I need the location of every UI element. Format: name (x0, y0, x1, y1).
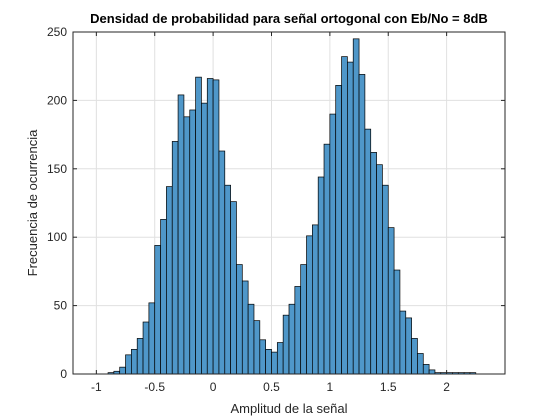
histogram-bar (183, 116, 191, 375)
histogram-bar (358, 74, 366, 375)
histogram-bar (347, 61, 354, 375)
histogram-bar (236, 264, 243, 375)
histogram-bar (131, 349, 138, 375)
histogram-bar (364, 128, 372, 375)
histogram-bar (218, 150, 226, 375)
y-tick-label: 0 (60, 367, 67, 381)
histogram-bar (335, 85, 342, 375)
histogram-bar (370, 152, 377, 375)
histogram-bar (329, 113, 337, 375)
histogram-bar (241, 280, 249, 375)
histogram-bar (195, 76, 202, 375)
histogram-bar (171, 141, 179, 375)
histogram-bar (154, 245, 161, 375)
histogram-bar (288, 303, 296, 375)
y-tick-label: 100 (47, 230, 67, 244)
histogram-bar (306, 235, 313, 375)
histogram-bar (247, 303, 255, 375)
histogram-bar (119, 366, 126, 375)
x-tick-label: 0 (210, 380, 217, 394)
histogram-bar (399, 310, 407, 375)
histogram-bar (160, 219, 167, 375)
histogram-bar (271, 351, 278, 375)
histogram-bar (422, 364, 430, 375)
histogram-bar (177, 94, 185, 375)
histogram-bar (206, 78, 214, 375)
histogram-bar (382, 184, 389, 375)
histogram-bar (376, 164, 383, 375)
y-tick-label: 150 (47, 162, 67, 176)
histogram-bar (125, 354, 132, 375)
histogram-bar (428, 369, 436, 375)
chart-title: Densidad de probabilidad para señal orto… (90, 11, 488, 26)
axes-frame (72, 31, 506, 375)
histogram-bar (387, 227, 395, 375)
y-tick-label: 50 (54, 299, 68, 313)
histogram-bar (317, 176, 325, 375)
histogram-bar (212, 79, 220, 375)
histogram-bar (312, 224, 319, 375)
histogram-bar (201, 102, 208, 375)
histogram-bar (323, 143, 331, 375)
x-tick-label: -0.5 (144, 380, 165, 394)
y-axis-label: Frecuencia de ocurrencia (25, 129, 40, 276)
histogram-bar (265, 349, 272, 375)
histogram-bar (405, 317, 412, 375)
x-tick-label: 1 (327, 380, 334, 394)
histogram-bars (107, 38, 477, 375)
histogram-bar (189, 109, 196, 375)
histogram-bar (276, 342, 284, 375)
histogram-bar (282, 314, 290, 375)
x-tick-label: 2 (443, 380, 450, 394)
x-tick-label: 1.5 (380, 380, 397, 394)
histogram-bar (393, 269, 401, 375)
histogram-bar (230, 201, 237, 375)
histogram-bar (259, 339, 266, 375)
y-tick-label: 250 (47, 25, 67, 39)
histogram-bar (417, 353, 424, 375)
x-axis-label: Amplitud de la señal (230, 401, 347, 416)
y-tick-label: 200 (47, 93, 67, 107)
histogram-bar (352, 38, 360, 375)
histogram-bar (411, 338, 418, 375)
x-tick-label: -1 (91, 380, 102, 394)
histogram-bar (142, 321, 150, 375)
histogram-bar (166, 186, 173, 375)
histogram-bar (341, 56, 348, 375)
histogram-bar (253, 320, 261, 375)
histogram-bar (294, 286, 302, 375)
histogram-bar (300, 264, 307, 375)
axis-ticks: -1 -0.5 0 0.5 1 1.5 2 0 50 100 150 200 250 (47, 25, 505, 394)
histogram-bar (148, 302, 156, 375)
x-tick-label: 0.5 (263, 380, 280, 394)
histogram-bar (136, 338, 144, 375)
histogram-bar (224, 184, 231, 375)
